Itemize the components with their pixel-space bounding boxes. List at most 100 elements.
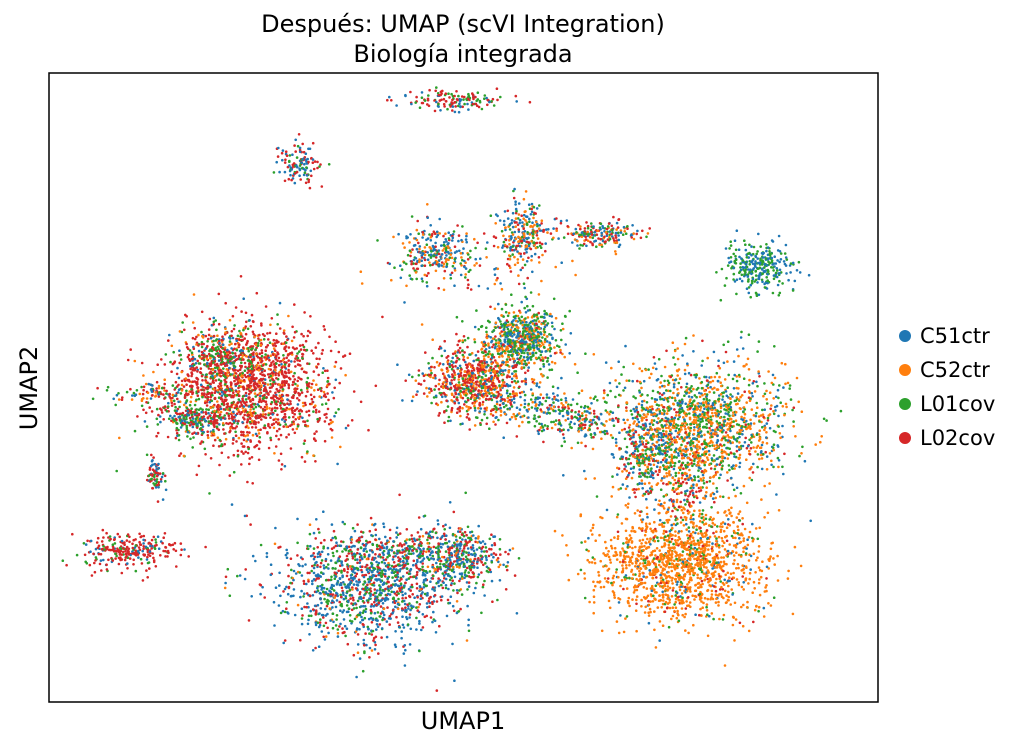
- point-C51ctr: [467, 551, 471, 555]
- point-C51ctr: [542, 411, 546, 414]
- point-L01cov: [431, 530, 434, 533]
- point-C51ctr: [341, 520, 345, 524]
- point-C52ctr: [229, 427, 232, 430]
- point-L02cov: [606, 577, 610, 580]
- point-L01cov: [503, 250, 506, 253]
- point-C51ctr: [793, 279, 797, 283]
- point-L02cov: [315, 366, 319, 369]
- point-C51ctr: [142, 542, 145, 545]
- point-C51ctr: [243, 577, 247, 581]
- point-L02cov: [647, 599, 650, 603]
- point-L01cov: [720, 267, 724, 271]
- point-L02cov: [302, 579, 306, 583]
- point-L02cov: [374, 384, 378, 388]
- point-L02cov: [764, 450, 767, 454]
- point-L01cov: [527, 420, 531, 424]
- point-C52ctr: [699, 576, 703, 580]
- point-C52ctr: [508, 243, 511, 246]
- point-L01cov: [652, 557, 656, 560]
- point-C51ctr: [319, 575, 323, 578]
- point-C51ctr: [675, 591, 679, 595]
- point-C52ctr: [561, 327, 565, 331]
- point-C51ctr: [537, 432, 540, 436]
- point-C51ctr: [473, 325, 477, 329]
- point-L01cov: [177, 434, 181, 437]
- point-C51ctr: [339, 622, 342, 626]
- point-L02cov: [599, 237, 602, 241]
- point-C52ctr: [310, 386, 313, 389]
- point-C51ctr: [232, 410, 235, 414]
- point-L02cov: [242, 438, 246, 442]
- point-L02cov: [285, 335, 288, 338]
- point-L01cov: [669, 448, 673, 451]
- point-L01cov: [511, 253, 514, 256]
- point-C51ctr: [614, 441, 618, 444]
- point-L01cov: [742, 410, 745, 414]
- point-C51ctr: [402, 626, 406, 629]
- point-C51ctr: [515, 100, 518, 103]
- point-C51ctr: [770, 463, 773, 467]
- point-L02cov: [679, 516, 683, 519]
- point-C52ctr: [797, 400, 800, 404]
- point-L02cov: [427, 271, 430, 275]
- point-L02cov: [526, 276, 529, 280]
- point-C51ctr: [731, 395, 734, 398]
- point-L01cov: [779, 252, 783, 255]
- point-C51ctr: [510, 320, 514, 324]
- point-C52ctr: [688, 468, 691, 472]
- point-C51ctr: [742, 581, 745, 584]
- point-C51ctr: [217, 359, 221, 362]
- point-L02cov: [128, 540, 131, 544]
- point-L01cov: [751, 536, 754, 540]
- point-C52ctr: [692, 387, 695, 391]
- point-L02cov: [326, 392, 329, 395]
- point-C51ctr: [683, 498, 686, 502]
- point-C52ctr: [714, 601, 718, 604]
- point-L02cov: [477, 557, 480, 560]
- point-L02cov: [206, 398, 210, 402]
- point-L02cov: [292, 415, 295, 419]
- point-C52ctr: [694, 584, 697, 587]
- point-L02cov: [291, 325, 294, 329]
- point-L02cov: [141, 392, 145, 396]
- point-L02cov: [480, 571, 483, 574]
- point-L02cov: [275, 420, 278, 424]
- point-C51ctr: [687, 530, 691, 533]
- point-C52ctr: [592, 601, 596, 604]
- point-C51ctr: [309, 544, 312, 548]
- point-C51ctr: [339, 609, 342, 612]
- point-C51ctr: [504, 369, 507, 372]
- point-C51ctr: [469, 553, 473, 556]
- point-C52ctr: [780, 361, 784, 365]
- point-C52ctr: [306, 424, 310, 428]
- point-C52ctr: [671, 614, 675, 618]
- point-L02cov: [418, 603, 422, 606]
- point-L02cov: [296, 379, 300, 383]
- point-C52ctr: [676, 612, 679, 615]
- point-L01cov: [744, 552, 748, 555]
- point-C52ctr: [687, 580, 691, 584]
- point-C51ctr: [711, 542, 714, 545]
- point-C52ctr: [750, 466, 753, 469]
- point-C51ctr: [415, 247, 419, 251]
- point-L02cov: [258, 352, 262, 356]
- point-C51ctr: [783, 262, 787, 266]
- point-L02cov: [213, 391, 217, 395]
- point-L01cov: [270, 400, 274, 404]
- point-L02cov: [557, 419, 561, 422]
- point-L01cov: [651, 423, 655, 427]
- point-C52ctr: [735, 578, 739, 581]
- point-L02cov: [410, 583, 414, 587]
- point-L02cov: [311, 564, 314, 568]
- point-C52ctr: [359, 270, 363, 274]
- point-L02cov: [236, 369, 240, 373]
- point-C52ctr: [672, 483, 675, 486]
- point-L02cov: [354, 574, 358, 578]
- point-L01cov: [332, 554, 335, 558]
- point-L02cov: [98, 562, 102, 566]
- point-C52ctr: [753, 608, 757, 612]
- point-C52ctr: [682, 524, 686, 527]
- point-L01cov: [539, 246, 543, 249]
- point-L01cov: [531, 304, 535, 308]
- point-C52ctr: [760, 457, 764, 460]
